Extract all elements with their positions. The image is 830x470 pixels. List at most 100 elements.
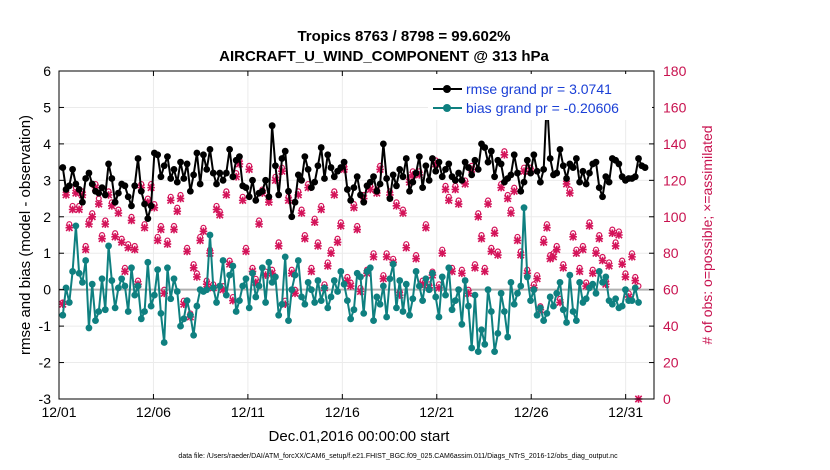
obs-assimilated-point xyxy=(382,253,391,261)
rmse-point xyxy=(327,164,335,171)
rmse-point xyxy=(373,187,381,195)
x-axis-label: Dec.01,2016 00:00:00 start xyxy=(269,428,451,445)
rmse-point xyxy=(190,171,198,179)
rmse-point xyxy=(170,166,178,173)
bias-point xyxy=(595,268,603,275)
bias-point xyxy=(180,315,188,323)
rmse-point xyxy=(134,155,142,162)
bias-point xyxy=(582,295,590,303)
rmse-point xyxy=(252,196,260,204)
bias-point xyxy=(572,317,580,325)
bias-point xyxy=(311,299,319,306)
bias-point xyxy=(379,282,387,290)
obs-assimilated-point xyxy=(108,202,116,210)
rmse-point xyxy=(376,180,384,188)
obs-assimilated-point xyxy=(510,187,519,196)
obs-assimilated-point xyxy=(471,264,479,272)
rmse-point xyxy=(458,176,466,184)
bias-point xyxy=(219,257,227,264)
obs-assimilated-point xyxy=(297,209,306,217)
rmse-point xyxy=(131,182,139,190)
obs-assimilated-point xyxy=(605,262,613,270)
bias-point xyxy=(458,320,466,328)
rmse-point xyxy=(265,193,273,201)
bias-point xyxy=(389,260,397,268)
obs-assimilated-point xyxy=(166,196,175,205)
obs-assimilated-point xyxy=(72,189,80,197)
obs-assimilated-point xyxy=(431,160,440,168)
obs-assimilated-point xyxy=(615,231,623,239)
legend-box xyxy=(428,74,652,120)
obs-assimilated-point xyxy=(307,267,316,276)
obs-assimilated-point xyxy=(287,269,296,278)
obs-assimilated-point xyxy=(212,205,221,214)
rmse-point xyxy=(111,198,119,206)
obs-assimilated-point xyxy=(588,269,597,278)
obs-assimilated-point xyxy=(575,267,584,276)
rmse-point xyxy=(514,169,521,177)
bias-point xyxy=(304,278,312,286)
obs-assimilated-point xyxy=(490,229,499,237)
bias-point xyxy=(412,268,420,275)
bias-point xyxy=(327,293,335,301)
bias-point xyxy=(415,282,423,290)
bias-point xyxy=(213,299,220,306)
bias-point xyxy=(216,282,224,290)
obs-assimilated-point xyxy=(559,264,568,272)
obs-assimilated-point xyxy=(441,185,450,194)
bias-point xyxy=(167,295,175,303)
rmse-point xyxy=(65,182,73,190)
obs-assimilated-point xyxy=(467,165,476,174)
rmse-point xyxy=(340,158,348,166)
bias-point xyxy=(484,286,492,294)
bias-point xyxy=(137,315,145,323)
bias-point xyxy=(82,257,90,264)
legend-rmse-label: rmse grand pr = 3.0741 xyxy=(466,81,612,97)
obs-assimilated-point xyxy=(157,225,165,234)
rmse-point xyxy=(553,169,561,177)
obs-assimilated-point xyxy=(569,233,577,241)
obs-assimilated-point xyxy=(484,200,492,208)
rmse-point xyxy=(491,173,498,181)
rmse-point xyxy=(298,176,305,184)
bias-point xyxy=(206,231,214,239)
rmse-point xyxy=(576,178,584,186)
bias-point xyxy=(193,302,201,310)
y-right-tick-label: 20 xyxy=(663,355,679,371)
rmse-point xyxy=(343,186,351,193)
rmse-point xyxy=(268,122,276,130)
bias-point xyxy=(59,311,67,319)
bias-point xyxy=(543,309,551,317)
bias-point xyxy=(347,315,355,323)
rmse-point xyxy=(602,173,610,181)
bias-point xyxy=(481,340,489,348)
rmse-point xyxy=(105,160,112,168)
rmse-point xyxy=(193,149,201,157)
bias-point xyxy=(281,253,289,261)
obs-assimilated-point xyxy=(94,200,103,208)
rmse-point xyxy=(203,166,211,173)
obs-assimilated-point xyxy=(215,211,224,219)
bias-point xyxy=(69,268,76,275)
obs-assimilated-point xyxy=(513,236,522,245)
bias-point xyxy=(239,282,247,290)
obs-assimilated-point xyxy=(222,191,231,199)
obs-assimilated-point xyxy=(487,247,496,256)
obs-assimilated-point xyxy=(412,254,420,263)
rmse-point xyxy=(291,198,299,206)
obs-assimilated-point xyxy=(464,289,473,298)
bias-point xyxy=(468,344,476,352)
bias-point xyxy=(533,311,541,319)
x-tick-label: 12/06 xyxy=(136,404,171,420)
rmse-point xyxy=(222,169,230,177)
rmse-point xyxy=(468,171,476,179)
rmse-point xyxy=(186,187,194,195)
y-axis-label: rmse and bias (model - observation) xyxy=(17,115,34,355)
rmse-point xyxy=(419,184,427,192)
obs-assimilated-point xyxy=(353,225,361,234)
obs-assimilated-point xyxy=(144,198,152,206)
obs-assimilated-point xyxy=(81,245,90,254)
bias-point xyxy=(75,269,83,277)
obs-assimilated-point xyxy=(140,223,149,232)
bias-point xyxy=(226,271,234,279)
